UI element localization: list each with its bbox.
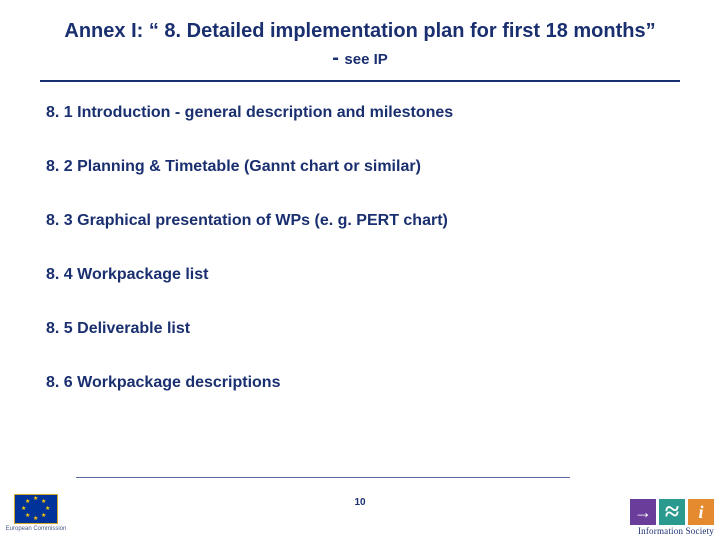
slide-title: Annex I: “ 8. Detailed implementation pl… [40, 18, 680, 78]
title-suffix: see IP [344, 51, 387, 68]
list-item: 8. 4 Workpackage list [46, 266, 680, 284]
list-item: 8. 5 Deliverable list [46, 320, 680, 338]
footer-rule [76, 477, 570, 478]
list-item: 8. 6 Workpackage descriptions [46, 374, 680, 392]
eu-flag-icon: ★ ★ ★ ★ ★ ★ ★ ★ [14, 494, 58, 524]
arrow-icon: → [630, 499, 656, 525]
approx-icon: ≈ [659, 499, 685, 525]
slide: Annex I: “ 8. Detailed implementation pl… [0, 0, 720, 540]
list-item: 8. 1 Introduction - general description … [46, 104, 680, 122]
list-item: 8. 2 Planning & Timetable (Gannt chart o… [46, 158, 680, 176]
information-society-logo: → ≈ i Information Society [604, 499, 714, 536]
european-commission-caption: European Commission [6, 526, 67, 532]
list-item: 8. 3 Graphical presentation of WPs (e. g… [46, 212, 680, 230]
info-icon: i [688, 499, 714, 525]
information-society-icon: → ≈ i [604, 499, 714, 525]
european-commission-logo: ★ ★ ★ ★ ★ ★ ★ ★ European Commission [0, 494, 72, 540]
title-underline [40, 80, 680, 82]
information-society-caption: Information Society [604, 526, 714, 536]
